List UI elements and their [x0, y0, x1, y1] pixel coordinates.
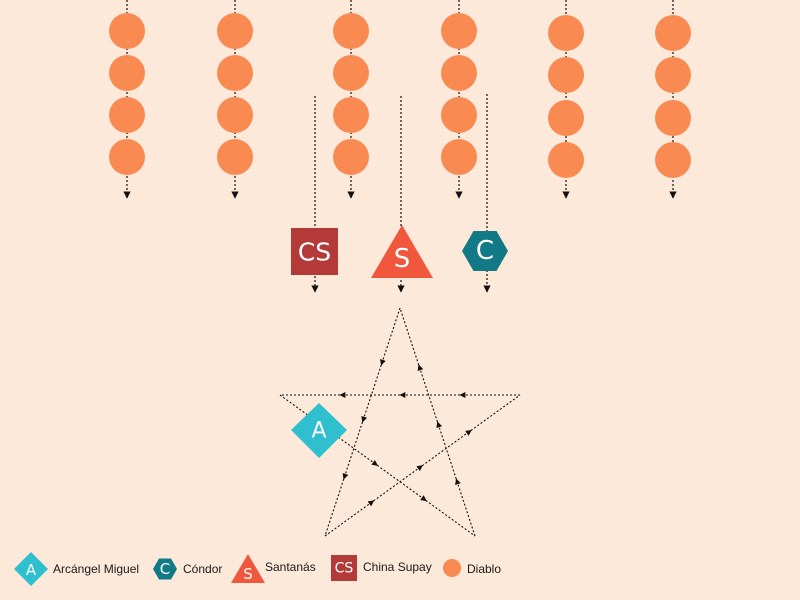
diablo-dancer [441, 97, 477, 133]
pentagram-arrow [465, 429, 472, 436]
legend-arcangel-label: Arcángel Miguel [53, 562, 139, 576]
santanas-triangle [371, 225, 433, 278]
legend-china-supay-label: China Supay [363, 560, 432, 574]
diablo-dancer [217, 139, 253, 175]
diablo-column [548, 0, 584, 199]
diablo-dancer [548, 142, 584, 178]
pentagram-arrow [416, 465, 423, 472]
diablo-dancer [333, 13, 369, 49]
legend: A Arcángel Miguel C Cóndor S Santanás CS… [14, 552, 501, 586]
pentagram-arrow [361, 415, 368, 423]
pentagram-arrow [367, 500, 375, 507]
diablo-column [217, 0, 253, 199]
diablo-dancer [333, 97, 369, 133]
legend-item-condor: C Cóndor [153, 558, 222, 580]
pentagram-arrow [417, 364, 424, 372]
legend-condor-label: Cóndor [183, 562, 222, 576]
diablo-dancer [441, 55, 477, 91]
legend-santanas-label: Santanás [265, 560, 316, 574]
diablo-dancer [548, 100, 584, 136]
legend-item-arcangel: A Arcángel Miguel [14, 552, 139, 586]
pentagram-arrow [342, 472, 349, 480]
diablo-dancer [441, 13, 477, 49]
condor-hexagon [462, 231, 508, 271]
diablo-dancer [333, 139, 369, 175]
diablo-dancer [548, 15, 584, 51]
diablo-dancer [109, 55, 145, 91]
pentagram-arrow [371, 459, 378, 466]
legend-item-santanas: S Santanás [231, 554, 316, 583]
legend-item-china-supay: CS China Supay [331, 555, 432, 581]
legend-arcangel-icon [14, 552, 48, 586]
legend-santanas-letter: S [243, 565, 253, 583]
arcangel-diamond [291, 403, 347, 458]
legend-item-diablo: Diablo [443, 559, 501, 577]
pentagram-arrow [455, 478, 461, 486]
diablo-dancer [655, 142, 691, 178]
legend-condor-letter: C [160, 560, 170, 578]
diablo-dancer [109, 139, 145, 175]
legend-condor-icon [153, 558, 177, 580]
diablo-column [333, 0, 369, 199]
legend-diablo-icon [443, 559, 461, 577]
diablo-dancer [217, 13, 253, 49]
legend-arcangel-letter: A [26, 561, 37, 579]
diablo-column [441, 0, 477, 199]
condor-marker: C [462, 231, 508, 271]
diablo-dancer [109, 13, 145, 49]
diablo-dancer [548, 57, 584, 93]
legend-diablo-label: Diablo [467, 562, 501, 576]
china-supay-label: CS [298, 238, 331, 267]
arcangel-marker: A [291, 403, 347, 458]
diablo-column [655, 0, 691, 199]
santanas-marker: S [371, 225, 433, 278]
legend-china-supay-letter: CS [335, 561, 354, 577]
diablo-dancer [655, 57, 691, 93]
diablo-dancer [109, 97, 145, 133]
legend-santanas-icon [231, 554, 265, 583]
diablo-column [109, 0, 145, 199]
pentagram-arrow [420, 495, 427, 502]
pentagram-path [279, 307, 521, 537]
santanas-label: S [394, 244, 411, 274]
diablo-dancer [441, 139, 477, 175]
diablo-columns [109, 0, 691, 199]
china-supay-marker: CS [291, 228, 338, 275]
diablo-dancer [333, 55, 369, 91]
diablo-dancer [217, 97, 253, 133]
condor-label: C [476, 236, 494, 266]
pentagram-arrow [380, 358, 386, 366]
arcangel-label: A [311, 419, 326, 444]
diablo-dancer [655, 15, 691, 51]
pentagram-arrow [436, 421, 443, 429]
legend-china-supay-icon [331, 555, 357, 581]
diablo-dancer [655, 100, 691, 136]
diablo-dancer [217, 55, 253, 91]
china-supay-square [291, 228, 338, 275]
